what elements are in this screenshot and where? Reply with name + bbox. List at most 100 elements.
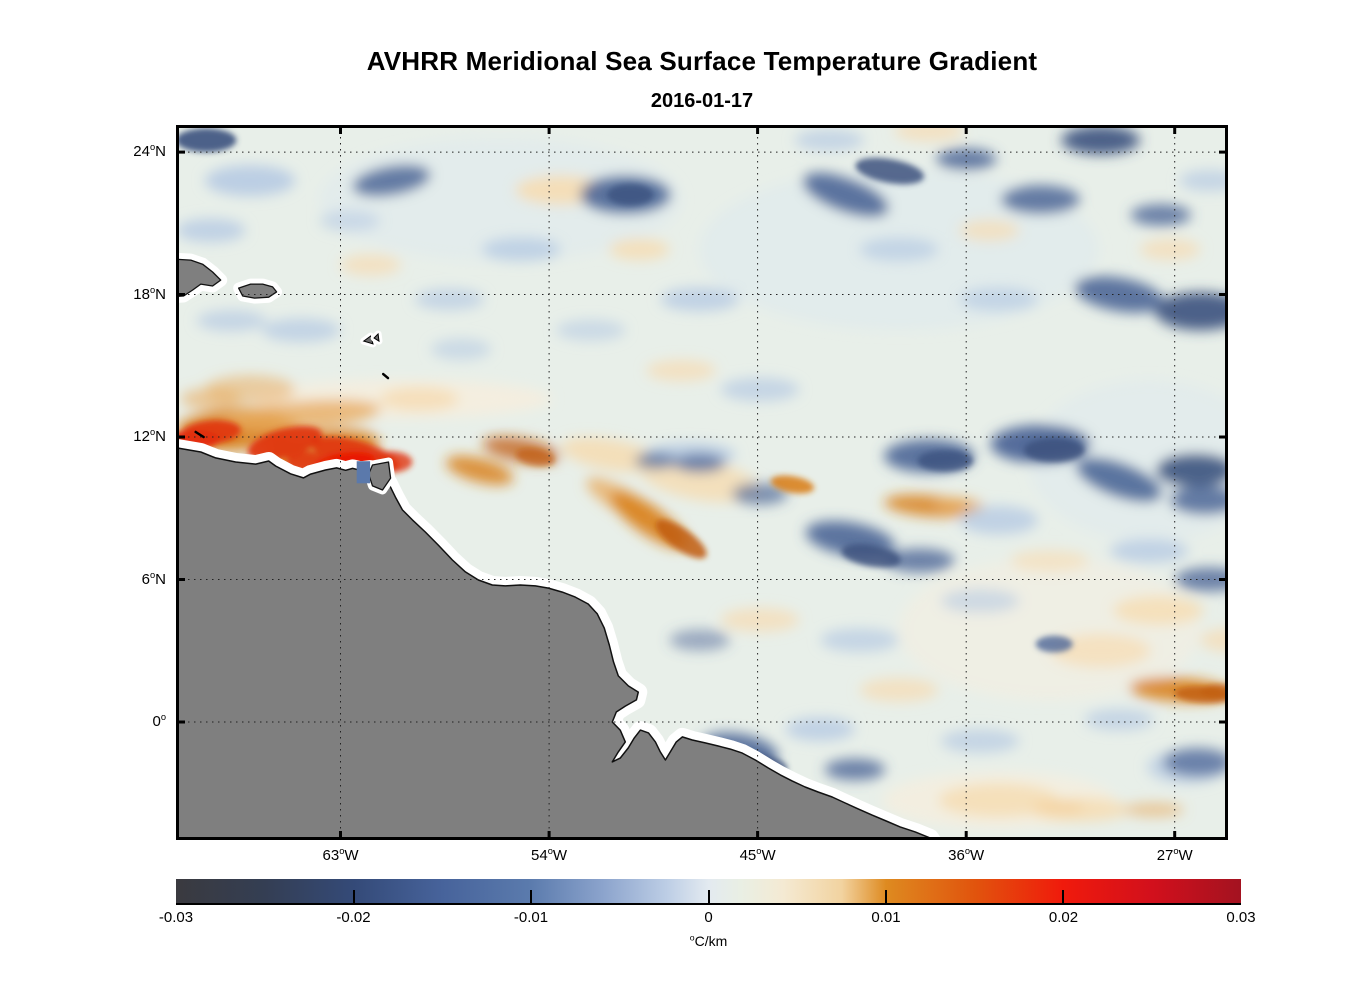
colorbar-tick-mark: [707, 890, 710, 903]
sst-gradient-blob: [959, 219, 1020, 242]
sst-gradient-blob: [802, 172, 889, 217]
sst-gradient-blob: [1123, 802, 1185, 817]
sst-gradient-blob: [959, 287, 1038, 312]
sst-gradient-blob: [319, 210, 380, 232]
sst-gradient-blob: [841, 544, 901, 568]
sst-gradient-blob: [445, 455, 514, 485]
sst-gradient-blob: [855, 157, 925, 185]
sst-gradient-blob: [674, 453, 726, 473]
x-tick-label: 63oW: [322, 846, 359, 864]
sst-gradient-blob: [1179, 169, 1228, 192]
sst-gradient-blob: [959, 505, 1038, 535]
sst-gradient-blob: [1109, 539, 1189, 563]
sst-gradient-blob: [204, 165, 296, 196]
sst-gradient-blob: [640, 457, 760, 503]
sst-gradient-blob: [655, 519, 707, 559]
colorbar-tick-mark: [885, 890, 888, 903]
sst-gradient-blob: [1139, 238, 1201, 261]
sst-gradient-blob: [824, 758, 886, 781]
islet: [373, 332, 380, 343]
sst-gradient-blob: [1061, 125, 1140, 155]
sst-gradient-blob: [720, 608, 800, 632]
sst-gradient-blob: [1163, 748, 1228, 777]
land-mass: [176, 447, 933, 840]
land-mass: [237, 283, 278, 299]
sst-gradient-blob: [938, 783, 1059, 817]
sst-gradient-blob: [1076, 457, 1162, 502]
sst-gradient-blob: [660, 287, 740, 312]
y-tick-label: 0o: [152, 711, 166, 730]
sst-gradient-blob: [936, 148, 997, 170]
sst-gradient-blob: [196, 310, 267, 332]
sst-gradient-blob: [481, 237, 561, 262]
sst-gradient-blob: [1174, 567, 1228, 592]
sst-gradient-blob: [770, 475, 815, 494]
sst-gradient-blob: [556, 319, 626, 341]
sst-gradient-blob: [732, 483, 788, 505]
sst-gradient-blob: [917, 450, 974, 472]
y-tick-label: 24oN: [133, 142, 166, 161]
y-tick-label: 18oN: [133, 284, 166, 303]
sst-gradient-blob: [414, 288, 485, 310]
sst-gradient-blob: [646, 359, 716, 382]
sst-gradient-blob: [180, 420, 241, 445]
islet-dash: [194, 430, 205, 439]
colorbar-tick-label: -0.02: [336, 909, 371, 926]
y-tick-label: 12oN: [133, 427, 166, 446]
sst-gradient-blob: [561, 437, 660, 473]
sst-gradient-blob: [1000, 185, 1080, 214]
sst-gradient-blob: [1035, 635, 1073, 653]
x-tick-label: 36oW: [948, 846, 985, 864]
sst-gradient-blob: [1113, 596, 1204, 625]
sst-gradient-blob: [940, 729, 1020, 753]
colorbar-tick-mark: [352, 890, 355, 903]
sst-gradient-blob: [607, 184, 654, 206]
sst-gradient-blob: [1029, 797, 1130, 822]
sst-gradient-blob: [794, 129, 865, 151]
colorbar-tick-mark: [1062, 890, 1065, 903]
map-plot-area: [176, 125, 1228, 840]
x-tick-label: 54oW: [531, 846, 568, 864]
sst-gradient-blob: [1024, 438, 1085, 462]
colorbar-tick-label: -0.01: [513, 909, 549, 926]
sst-gradient-blob: [1156, 453, 1228, 487]
sst-gradient-blob: [176, 128, 237, 153]
sst-gradient-blob: [885, 548, 955, 573]
sst-gradient-blob: [515, 448, 555, 467]
sst-gradient-blob: [1050, 634, 1151, 668]
sst-gradient-blob: [859, 678, 939, 702]
sst-gradient-blob: [1130, 204, 1191, 226]
x-tick-label: 45oW: [739, 846, 776, 864]
sst-gradient-blob: [352, 164, 431, 197]
colorbar-tick-mark: [529, 890, 532, 903]
sst-gradient-blob: [1084, 708, 1154, 731]
sst-gradient-blob: [1200, 628, 1228, 652]
ocean-field-cores: [176, 128, 1228, 777]
islet-dash: [381, 372, 390, 380]
y-tick-label: 6oN: [141, 569, 166, 588]
sst-gradient-blob: [720, 377, 800, 402]
sst-gradient-blob: [1155, 292, 1228, 331]
chart-subtitle: 2016-01-17: [650, 90, 754, 112]
land-mass: [176, 258, 222, 298]
sst-gradient-blob: [894, 125, 964, 142]
chart-title: AVHRR Meridional Sea Surface Temperature…: [366, 46, 1038, 76]
sst-gradient-blob: [430, 338, 492, 360]
sst-gradient-blob: [340, 254, 401, 276]
coastal-data-patch: [356, 461, 371, 484]
sst-gradient-blob: [180, 388, 241, 410]
sst-gradient-blob: [669, 629, 730, 651]
colorbar: [176, 879, 1241, 905]
grid-layer: [176, 125, 1228, 840]
plot-frame: [176, 125, 1228, 840]
sst-gradient-blob: [1170, 485, 1228, 515]
sst-gradient-blob: [940, 589, 1020, 613]
sst-gradient-blob: [634, 452, 677, 470]
x-tick-label: 27oW: [1156, 846, 1193, 864]
land-layer: [176, 252, 943, 840]
sst-gradient-blob: [379, 387, 459, 411]
colorbar-unit-label: oC/km: [689, 932, 728, 949]
sst-gradient-blob: [1200, 684, 1228, 699]
sst-gradient-blob: [820, 628, 899, 652]
colorbar-tick-label: 0.03: [1226, 909, 1256, 926]
